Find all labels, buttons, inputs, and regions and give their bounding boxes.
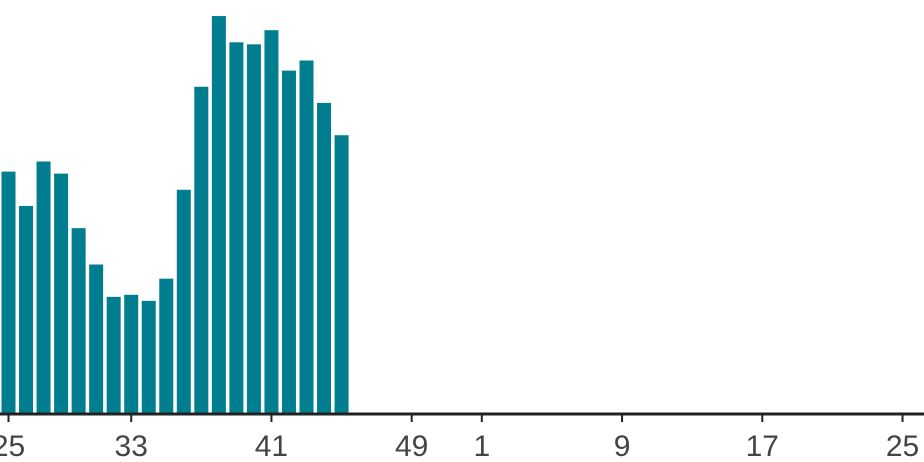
bar-26	[1, 171, 16, 414]
bar-28	[36, 161, 51, 414]
x-tick-label: 25	[0, 430, 25, 462]
bar-38	[211, 16, 226, 415]
x-tick-label: 9	[614, 430, 631, 462]
bar-31	[89, 264, 104, 414]
x-tick-label: 17	[746, 430, 779, 462]
x-tick-label: 25	[886, 430, 919, 462]
bar-42	[281, 70, 296, 414]
x-axis-tick-labels: 25 33 41 49 1 9 17 25	[0, 430, 919, 462]
bar-33	[124, 294, 139, 414]
bar-35	[159, 278, 174, 414]
bars-group	[1, 16, 349, 415]
bar-45	[334, 135, 349, 415]
bar-40	[246, 44, 261, 415]
x-tick-label: 1	[473, 430, 490, 462]
bar-30	[71, 228, 86, 414]
x-tick-label: 33	[115, 430, 148, 462]
x-tick-label: 49	[395, 430, 428, 462]
bar-44	[317, 102, 332, 415]
bar-41	[264, 30, 279, 414]
bar-27	[19, 205, 34, 414]
x-tick-label: 41	[255, 430, 288, 462]
bar-36	[176, 189, 191, 414]
x-axis-ticks	[7, 414, 904, 422]
bar-34	[141, 300, 156, 414]
bar-37	[194, 86, 209, 414]
bar-39	[229, 42, 244, 414]
bar-32	[106, 296, 121, 414]
bar-43	[299, 60, 314, 414]
bar-29	[54, 173, 69, 414]
